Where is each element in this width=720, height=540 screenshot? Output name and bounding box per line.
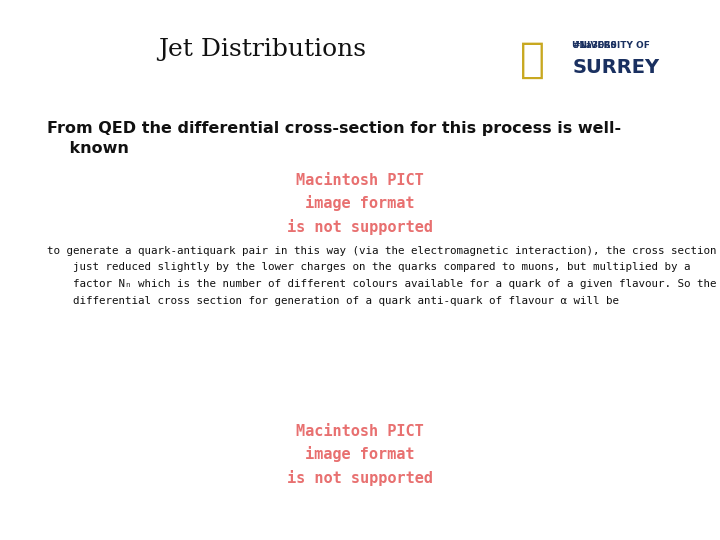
Text: From QED the differential cross-section for this process is well-
    known: From QED the differential cross-section … bbox=[47, 122, 621, 156]
Text: Macintosh PICT
image format
is not supported: Macintosh PICT image format is not suppo… bbox=[287, 173, 433, 235]
Text: 🦌: 🦌 bbox=[521, 38, 545, 80]
Text: to generate a quark-antiquark pair in this way (via the electromagnetic interact: to generate a quark-antiquark pair in th… bbox=[47, 246, 720, 306]
Text: Jet Distributions: Jet Distributions bbox=[158, 38, 366, 61]
Text: #1a3060: #1a3060 bbox=[572, 42, 617, 50]
Text: Macintosh PICT
image format
is not supported: Macintosh PICT image format is not suppo… bbox=[287, 424, 433, 486]
Text: SURREY: SURREY bbox=[572, 58, 660, 77]
Text: UNIVERSITY OF: UNIVERSITY OF bbox=[572, 42, 650, 50]
